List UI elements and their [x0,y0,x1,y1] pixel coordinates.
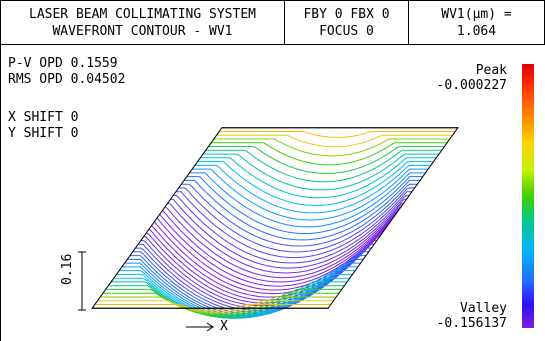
contour-line [164,206,402,279]
valley-block: Valley -0.156137 [437,301,507,331]
x-arrow-head [206,322,214,332]
wavelength-cell: WV1(μm) = 1.064 [408,0,545,45]
x-shift: X SHIFT 0 [8,110,79,125]
wavelength-value: 1.064 [456,24,497,39]
contour-line [216,134,453,148]
contour-line [208,146,445,174]
surface-contours [91,127,459,319]
contour-line [203,153,439,191]
focus-value: FOCUS 0 [319,24,374,39]
contour-line [211,142,448,166]
contour-line [200,157,437,199]
contour-line [167,202,404,274]
contour-line [100,296,337,315]
contour-line [94,304,331,311]
contour-line [159,213,397,287]
contour-line [192,168,429,221]
contour-line [181,183,418,247]
left-border [0,44,1,341]
wavelength-label: WV1(μm) = [441,7,512,22]
valley-value: -0.156137 [436,316,507,331]
contour-line [173,194,410,264]
contour-line [162,210,399,283]
contour-line [178,187,415,253]
peak-block: Peak -0.000227 [437,63,507,93]
contour-line [170,198,407,269]
contour-line [205,149,442,183]
contour-line [102,292,339,316]
peak-value: -0.000227 [436,78,507,93]
system-title: LASER BEAM COLLIMATING SYSTEM [29,7,256,22]
contour-line [197,161,434,207]
color-legend-bar [522,64,534,328]
contour-line [219,131,456,138]
pv-opd: P-V OPD 0.1559 [8,56,118,71]
contour-line [189,172,426,228]
contour-line [97,300,334,313]
contour-line [105,288,342,317]
surface-outline [91,127,459,309]
rms-opd: RMS OPD 0.04502 [8,72,126,87]
contour-line [194,164,431,214]
contour-line [186,176,423,234]
valley-label: Valley [460,301,507,316]
contour-line [175,191,412,259]
contour-line [213,138,450,157]
scale-value: 0.16 [60,253,75,285]
plot-title: WAVEFRONT CONTOUR - WV1 [52,24,233,39]
field-values: FBY 0 FBX 0 [303,7,390,22]
x-axis-label: X [220,319,228,334]
contour-line [143,236,380,307]
contour-line [108,285,345,318]
contour-line [184,179,420,241]
title-cell: LASER BEAM COLLIMATING SYSTEM WAVEFRONT … [0,0,285,45]
peak-label: Peak [475,63,507,78]
y-shift: Y SHIFT 0 [8,126,79,141]
